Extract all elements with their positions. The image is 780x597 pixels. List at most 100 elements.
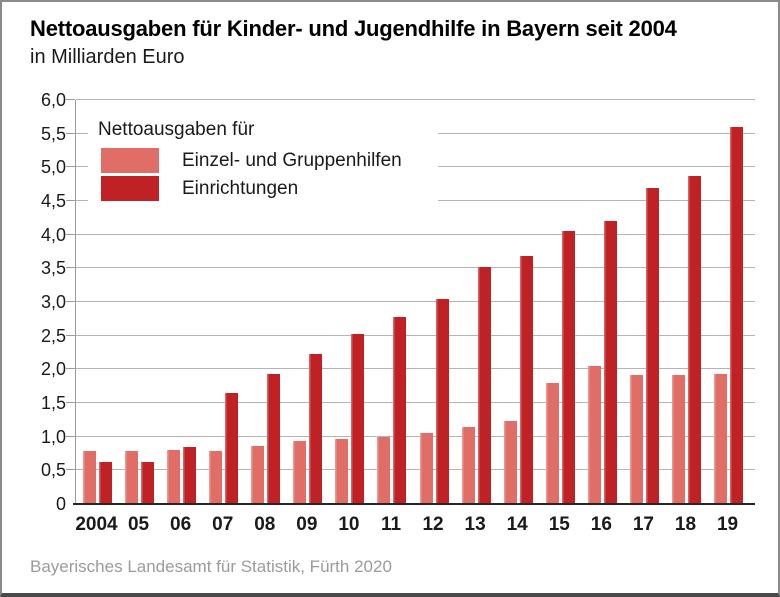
gridline bbox=[76, 233, 755, 235]
x-axis-label: 07 bbox=[212, 514, 234, 535]
legend-swatch-einzel-und-gruppenhilfen bbox=[101, 148, 159, 173]
bar-einzel-und-gruppenhilfen-06 bbox=[167, 450, 181, 504]
x-axis-label: 12 bbox=[422, 514, 444, 535]
bar-einrichtungen-19 bbox=[730, 126, 744, 504]
bar-einrichtungen-07 bbox=[225, 392, 239, 504]
bar-einzel-und-gruppenhilfen-09 bbox=[293, 441, 307, 504]
page-title: Nettoausgaben für Kinder- und Jugendhilf… bbox=[30, 16, 677, 41]
bar-einrichtungen-06 bbox=[183, 447, 197, 504]
bar-group-07 bbox=[209, 100, 239, 504]
x-axis-label: 08 bbox=[254, 514, 276, 535]
bar-einrichtungen-10 bbox=[351, 333, 365, 504]
y-axis-tick bbox=[66, 469, 75, 471]
page-subtitle: in Milliarden Euro bbox=[30, 46, 185, 68]
bar-group-13 bbox=[461, 100, 491, 504]
bar-group-10 bbox=[335, 100, 365, 504]
bar-einrichtungen-09 bbox=[309, 353, 323, 504]
bar-einzel-und-gruppenhilfen-16 bbox=[587, 365, 601, 504]
bar-group-14 bbox=[503, 100, 533, 504]
y-axis-label: 1,5 bbox=[40, 393, 66, 413]
y-axis-label: 1,0 bbox=[40, 426, 66, 447]
y-axis-label: 5,0 bbox=[40, 157, 66, 178]
y-axis-label: 2,0 bbox=[40, 359, 66, 380]
x-axis-label: 09 bbox=[296, 514, 318, 535]
bar-einzel-und-gruppenhilfen-14 bbox=[503, 420, 517, 504]
bar-einzel-und-gruppenhilfen-18 bbox=[671, 374, 685, 504]
legend-label-einrichtungen: Einrichtungen bbox=[182, 178, 299, 199]
x-axis-line bbox=[73, 503, 755, 505]
y-axis-label: 0 bbox=[55, 494, 66, 514]
y-axis-tick bbox=[66, 267, 75, 269]
x-axis-label: 10 bbox=[338, 514, 360, 535]
y-axis-tick bbox=[66, 368, 75, 370]
source-credit: Bayerisches Landesamt für Statistik, Für… bbox=[30, 557, 392, 576]
gridline bbox=[76, 402, 755, 403]
bar-einrichtungen-14 bbox=[519, 255, 533, 504]
bar-einrichtungen-18 bbox=[687, 176, 701, 504]
legend-label-einzel-und-gruppenhilfen: Einzel- und Gruppenhilfen bbox=[182, 150, 402, 171]
bar-group-16 bbox=[587, 100, 617, 504]
bar-group-09 bbox=[293, 100, 323, 504]
bar-group-18 bbox=[671, 100, 701, 504]
bar-einrichtungen-12 bbox=[435, 299, 449, 504]
gridline bbox=[76, 99, 755, 100]
y-axis-tick bbox=[66, 435, 75, 437]
x-axis-label: 14 bbox=[506, 514, 528, 535]
y-axis-tick bbox=[66, 166, 75, 168]
bar-einzel-und-gruppenhilfen-17 bbox=[629, 375, 643, 504]
bar-einzel-und-gruppenhilfen-11 bbox=[377, 436, 391, 504]
legend-swatch-einrichtungen bbox=[101, 176, 159, 201]
y-axis-tick bbox=[66, 99, 75, 100]
y-axis-tick bbox=[66, 402, 75, 403]
x-axis-label: 18 bbox=[674, 514, 697, 535]
y-axis-tick bbox=[66, 200, 75, 201]
bar-einzel-und-gruppenhilfen-10 bbox=[335, 438, 349, 504]
bar-einzel-und-gruppenhilfen-12 bbox=[419, 433, 433, 504]
bar-einrichtungen-11 bbox=[393, 316, 407, 504]
y-axis-label: 6,0 bbox=[40, 90, 66, 110]
plot-area bbox=[66, 99, 755, 505]
y-axis-label: 5,5 bbox=[40, 123, 66, 144]
bar-einzel-und-gruppenhilfen-2004 bbox=[83, 451, 96, 504]
bar-einzel-und-gruppenhilfen-07 bbox=[209, 450, 223, 504]
x-axis-label: 2004 bbox=[75, 514, 118, 535]
x-axis-label: 05 bbox=[127, 514, 150, 535]
bar-group-15 bbox=[545, 100, 575, 504]
y-axis-tick bbox=[66, 132, 75, 134]
bar-einrichtungen-2004 bbox=[99, 462, 112, 504]
y-axis-tick bbox=[66, 301, 75, 302]
x-axis-label: 06 bbox=[170, 514, 192, 535]
y-axis-label: 4,5 bbox=[40, 191, 66, 211]
y-axis-tick bbox=[66, 233, 75, 235]
gridline bbox=[76, 469, 755, 471]
bar-group-17 bbox=[629, 100, 659, 504]
y-axis-label: 3,5 bbox=[40, 258, 66, 279]
y-axis-tick bbox=[66, 334, 75, 336]
gridline bbox=[76, 368, 755, 370]
y-axis-label: 4,0 bbox=[40, 224, 66, 245]
x-axis-label: 15 bbox=[548, 514, 570, 535]
gridline bbox=[76, 301, 755, 302]
x-axis-label: 11 bbox=[380, 514, 402, 535]
bar-einzel-und-gruppenhilfen-13 bbox=[461, 427, 475, 504]
bar-einrichtungen-08 bbox=[267, 374, 281, 504]
y-axis-label: 0,5 bbox=[40, 460, 66, 481]
x-axis-label: 17 bbox=[632, 514, 654, 535]
y-axis-labels: 0 0,5 1,0 1,5 2,0 2,5 3,0 3,5 4,0 4,5 5,0 5,5 6,0 bbox=[4, 90, 66, 514]
bar-einrichtungen-16 bbox=[603, 220, 617, 504]
bar-einzel-und-gruppenhilfen-05 bbox=[125, 451, 139, 504]
bar-einrichtungen-15 bbox=[561, 231, 575, 504]
bar-einzel-und-gruppenhilfen-08 bbox=[251, 446, 265, 504]
y-axis-label: 2,5 bbox=[40, 325, 66, 346]
gridline bbox=[76, 334, 755, 336]
gridline bbox=[76, 435, 755, 437]
bar-group-06 bbox=[167, 100, 197, 504]
bar-einrichtungen-17 bbox=[645, 187, 659, 504]
bar-einzel-und-gruppenhilfen-19 bbox=[714, 374, 728, 504]
bar-group-19 bbox=[714, 100, 744, 504]
x-axis-label: 19 bbox=[716, 514, 739, 535]
x-axis-labels: 2004 05 06 07 08 09 10 11 12 13 14 15 16 17 18 19 bbox=[75, 514, 765, 540]
legend: Nettoausgaben für Einzel- und Gruppenhil… bbox=[88, 111, 438, 204]
x-axis-label: 16 bbox=[590, 514, 612, 535]
